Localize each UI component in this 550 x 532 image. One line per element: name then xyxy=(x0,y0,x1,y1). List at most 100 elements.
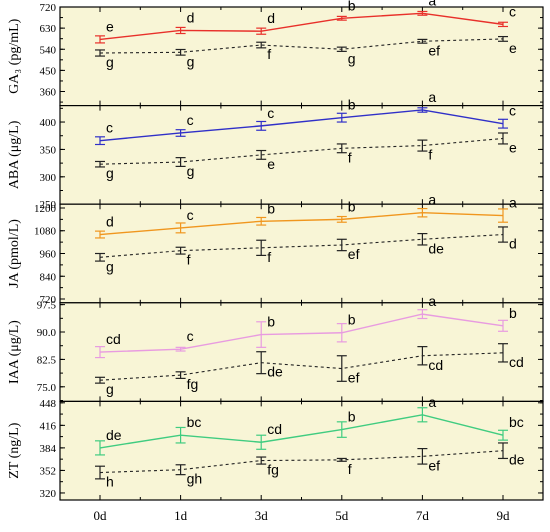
y-axis-label: ABA (μg/L) xyxy=(7,120,22,189)
significance-label: f xyxy=(348,149,352,165)
significance-label: ef xyxy=(348,370,360,386)
panel-frame xyxy=(59,104,544,205)
significance-label: g xyxy=(106,381,114,397)
y-tick-label: 82.5 xyxy=(37,354,57,366)
significance-label: h xyxy=(106,474,114,490)
significance-label: de xyxy=(267,364,283,380)
panel-0: 360 450 540 630 720 GA₃ (pg/mL) e d d b a c g g f g ef e xyxy=(7,0,544,107)
y-tick-label: 450 xyxy=(40,65,57,77)
series-line xyxy=(99,12,504,41)
x-tick-label: 9d xyxy=(497,508,511,523)
significance-label: bc xyxy=(509,414,524,430)
significance-label: b xyxy=(348,198,356,214)
x-tick-label: 1d xyxy=(174,508,188,523)
y-tick-label: 250 xyxy=(40,199,57,211)
significance-label: c xyxy=(187,328,194,344)
significance-label: g xyxy=(348,50,356,66)
series-1: h gh fg f ef de xyxy=(95,442,525,490)
significance-label: cd xyxy=(106,331,121,347)
significance-label: a xyxy=(428,0,436,8)
series-1: g fg de ef cd cd xyxy=(95,343,524,397)
significance-label: g xyxy=(106,258,114,274)
y-tick-label: 630 xyxy=(40,23,57,35)
significance-label: gh xyxy=(187,471,203,487)
panel-1: 250 300 350 400 ABA (μg/L) c c c b a c g g e f f e xyxy=(7,89,544,211)
y-tick-label: 320 xyxy=(40,488,57,500)
panel-frame xyxy=(59,203,544,304)
significance-label: c xyxy=(187,112,194,128)
y-tick-label: 840 xyxy=(40,271,57,283)
y-axis-label: GA₃ (pg/mL) xyxy=(7,18,22,94)
significance-label: c xyxy=(267,105,274,121)
panel-3: 75.0 82.5 90.0 97.5 IAA (μg/L) cd c b b a b g fg de ef… xyxy=(7,293,544,402)
series-0: cd c b b a b xyxy=(95,293,517,359)
y-tick-label: 300 xyxy=(40,172,57,184)
significance-label: de xyxy=(106,427,122,443)
significance-label: b xyxy=(348,312,356,328)
significance-label: d xyxy=(106,214,114,230)
significance-label: f xyxy=(428,147,432,163)
significance-label: e xyxy=(106,18,114,34)
y-tick-label: 1080 xyxy=(34,226,57,238)
significance-label: fg xyxy=(187,376,199,392)
panel-frame xyxy=(59,400,544,501)
y-tick-label: 448 xyxy=(40,398,57,410)
significance-label: b xyxy=(509,305,517,321)
y-tick-label: 400 xyxy=(40,117,57,129)
y-axis-label: ZT (ng/L) xyxy=(7,422,22,478)
x-tick-label: 0d xyxy=(94,508,108,523)
series-0: c c c b a c xyxy=(95,89,516,146)
series-0: d c b b a a xyxy=(95,192,517,239)
significance-label: cd xyxy=(267,421,282,437)
y-tick-label: 540 xyxy=(40,44,57,56)
significance-label: cd xyxy=(428,357,443,373)
significance-label: b xyxy=(267,314,275,330)
series-1: g g e f f e xyxy=(95,132,517,181)
panel-frame xyxy=(59,6,544,107)
x-tick-label: 7d xyxy=(416,508,430,523)
significance-label: e xyxy=(267,156,275,172)
series-line xyxy=(99,233,504,258)
panel-2: 720 840 960 1080 1200 JA (pmol/L) d c b b a a g f f ef d… xyxy=(7,192,544,306)
significance-label: b xyxy=(348,0,356,13)
significance-label: ef xyxy=(348,246,360,262)
significance-label: a xyxy=(428,394,436,410)
series-line xyxy=(99,38,504,54)
significance-label: d xyxy=(509,236,517,252)
significance-label: c xyxy=(106,120,113,136)
significance-label: a xyxy=(509,195,517,211)
significance-label: g xyxy=(187,163,195,179)
significance-label: c xyxy=(509,3,516,19)
significance-label: f xyxy=(267,46,271,62)
x-tick-label: 5d xyxy=(335,508,349,523)
y-tick-label: 350 xyxy=(40,144,57,156)
panel-frame xyxy=(59,302,544,402)
series-line xyxy=(99,212,504,236)
significance-label: d xyxy=(187,9,195,25)
significance-label: a xyxy=(428,293,436,309)
significance-label: de xyxy=(509,452,525,468)
panel-4: 320 352 384 416 448 ZT (ng/L) de bc cd b a bc h gh fg f… xyxy=(7,394,544,501)
series-0: de bc cd b a bc xyxy=(95,394,524,456)
significance-label: b xyxy=(348,409,356,425)
significance-label: e xyxy=(509,40,517,56)
significance-label: b xyxy=(267,200,275,216)
series-1: g g f g ef e xyxy=(95,35,517,70)
series-line xyxy=(99,352,504,381)
y-axis-label: JA (pmol/L) xyxy=(7,219,22,288)
significance-label: f xyxy=(187,252,191,268)
significance-label: cd xyxy=(509,354,524,370)
significance-label: d xyxy=(267,10,275,26)
x-tick-label: 3d xyxy=(255,508,269,523)
y-tick-label: 75.0 xyxy=(37,382,57,394)
significance-label: de xyxy=(428,240,444,256)
y-tick-label: 90.0 xyxy=(37,327,57,339)
significance-label: ef xyxy=(428,457,440,473)
significance-label: g xyxy=(187,53,195,69)
significance-label: g xyxy=(106,165,114,181)
significance-label: e xyxy=(509,139,517,155)
y-tick-label: 720 xyxy=(40,294,57,306)
significance-label: g xyxy=(106,54,114,70)
significance-label: c xyxy=(509,103,516,119)
y-tick-label: 360 xyxy=(40,87,57,99)
